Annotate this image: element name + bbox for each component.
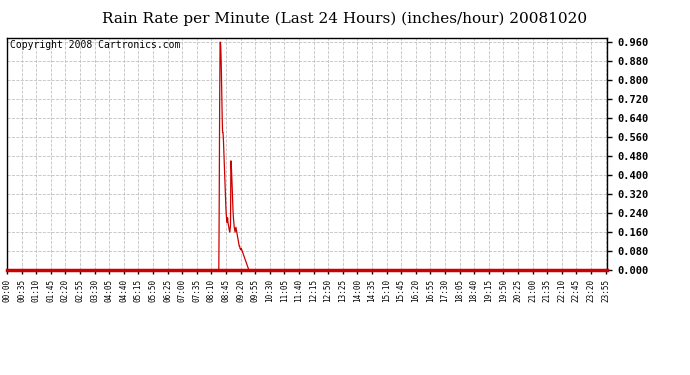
Text: Rain Rate per Minute (Last 24 Hours) (inches/hour) 20081020: Rain Rate per Minute (Last 24 Hours) (in…: [102, 11, 588, 26]
Text: Copyright 2008 Cartronics.com: Copyright 2008 Cartronics.com: [10, 40, 180, 50]
